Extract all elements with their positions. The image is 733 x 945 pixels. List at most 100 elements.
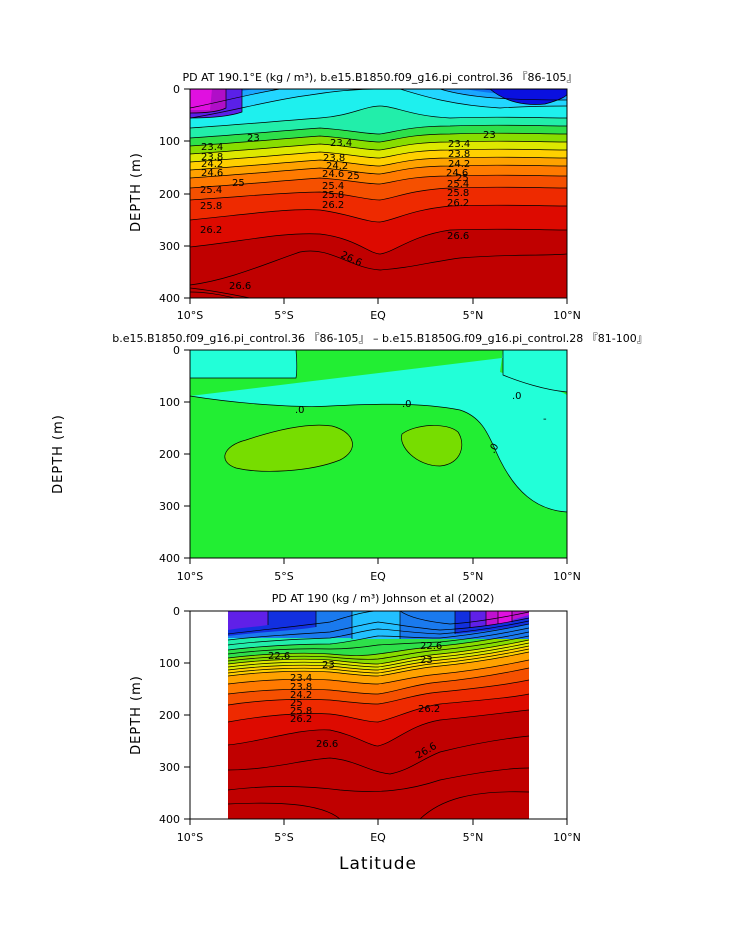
contour-label: 25.8: [290, 706, 312, 717]
contour-label: 23: [483, 130, 496, 141]
contour-label: 24.2: [448, 159, 470, 170]
ytick-label: 400: [159, 552, 180, 565]
ytick-label: 300: [159, 240, 180, 253]
contour-label: 25: [456, 173, 469, 184]
panel-2-xtick-labels: 10°S 5°S EQ 5°N 10°N: [177, 570, 581, 583]
contour-label: 24.2: [201, 159, 223, 170]
xtick-label: 5°N: [463, 570, 484, 583]
contour-label: .0: [487, 442, 501, 456]
ytick-label: 100: [159, 135, 180, 148]
xtick-label: 5°N: [463, 831, 484, 844]
contour-label: 26.2: [418, 704, 440, 715]
contour-label: 25: [347, 171, 360, 182]
contour-label: 26.2: [447, 198, 469, 209]
contour-label: 25.4: [322, 181, 344, 192]
ytick-label: 0: [173, 83, 180, 96]
ytick-label: 0: [173, 605, 180, 618]
contour-label: 26.2: [290, 714, 312, 725]
xtick-label: 10°N: [553, 831, 581, 844]
xtick-label: 5°N: [463, 309, 484, 322]
panel-2-title: b.e15.B1850.f09_g16.pi_control.36 『86-10…: [112, 332, 648, 345]
panel-3-ylabel: DEPTH (m): [129, 675, 144, 755]
contour-label: 24.6: [201, 168, 223, 179]
contour-label: 23.4: [201, 142, 223, 153]
panel-2-ylabel: DEPTH (m): [51, 414, 66, 494]
contour-label: 25.8: [447, 188, 469, 199]
contour-label: 25.8: [200, 201, 222, 212]
xtick-label: EQ: [370, 309, 386, 322]
contour-label: 26.6: [229, 281, 251, 292]
contour-label: 25.4: [200, 185, 222, 196]
xtick-label: 10°S: [177, 570, 203, 583]
xtick-label: EQ: [370, 831, 386, 844]
contour-label: 26.2: [322, 200, 344, 211]
contour-label: 26.2: [200, 225, 222, 236]
contour-label: 23: [247, 133, 260, 144]
panel-1-fill: [190, 89, 567, 298]
xtick-label: 5°S: [274, 831, 293, 844]
contour-label: -: [543, 414, 547, 425]
panel-2-ytick-labels: 0 100 200 300 400: [159, 344, 180, 565]
contour-label: 25: [290, 698, 303, 709]
panel-2-contours: [190, 350, 567, 513]
contour-label: 23.4: [448, 139, 470, 150]
contour-label: 26.6: [447, 231, 469, 242]
contour-label: 25.4: [447, 179, 469, 190]
contour-label: 24.6: [446, 168, 468, 179]
ytick-label: 200: [159, 188, 180, 201]
contour-label: 23.4: [290, 673, 312, 684]
xtick-label: EQ: [370, 570, 386, 583]
contour-label: 23.8: [448, 149, 470, 160]
panel-1-ticks: [184, 88, 568, 304]
panel-1-xtick-labels: 10°S 5°S EQ 5°N 10°N: [177, 309, 581, 322]
panel-3-title: PD AT 190 (kg / m³) Johnson et al (2002): [272, 592, 495, 605]
panel-2-contour-labels: .0 .0 .0 .0 -: [295, 391, 547, 456]
panel-3: PD AT 190 (kg / m³) Johnson et al (2002)…: [129, 592, 581, 874]
contour-label: 24.2: [290, 690, 312, 701]
contour-label: 23: [420, 655, 433, 666]
panel-1: PD AT 190.1°E (kg / m³), b.e15.B1850.f09…: [129, 71, 581, 322]
panel-3-ytick-labels: 0 100 200 300 400: [159, 605, 180, 826]
contour-label: 23.4: [330, 138, 352, 149]
xtick-label: 10°S: [177, 309, 203, 322]
ytick-label: 300: [159, 761, 180, 774]
xtick-label: 5°S: [274, 309, 293, 322]
ytick-label: 100: [159, 396, 180, 409]
ytick-label: 200: [159, 448, 180, 461]
xtick-label: 10°S: [177, 831, 203, 844]
contour-label: .0: [295, 405, 305, 416]
contour-label: 25: [232, 178, 245, 189]
panel-1-ylabel: DEPTH (m): [129, 152, 144, 232]
panel-1-contour-labels: 23 23 23.4 23.4 23.4 23.8 23.8 23.8 24.2…: [200, 130, 496, 292]
contour-label: 23: [322, 660, 335, 671]
panel-1-contours: [190, 89, 567, 298]
contour-label: .0: [512, 391, 522, 402]
xtick-label: 10°N: [553, 309, 581, 322]
contour-label: 24.2: [326, 161, 348, 172]
panel-3-xlabel: Latitude: [339, 854, 417, 874]
ytick-label: 300: [159, 500, 180, 513]
panel-1-ytick-labels: 0 100 200 300 400: [159, 83, 180, 305]
panel-3-ticks: [184, 610, 568, 825]
xtick-label: 10°N: [553, 570, 581, 583]
ytick-label: 400: [159, 813, 180, 826]
panel-2-fill: [190, 350, 567, 558]
ytick-label: 100: [159, 657, 180, 670]
contour-label: 26.6: [316, 739, 338, 750]
contour-label: 22.6: [268, 651, 290, 662]
contour-label: 23.8: [201, 152, 223, 163]
ytick-label: 200: [159, 709, 180, 722]
panel-2: b.e15.B1850.f09_g16.pi_control.36 『86-10…: [51, 332, 648, 583]
contour-label: .0: [402, 399, 412, 410]
panel-2-ticks: [184, 349, 568, 564]
panel-3-xtick-labels: 10°S 5°S EQ 5°N 10°N: [177, 831, 581, 844]
xtick-label: 5°S: [274, 570, 293, 583]
panel-3-contours: [228, 611, 529, 819]
panel-1-title: PD AT 190.1°E (kg / m³), b.e15.B1850.f09…: [183, 71, 578, 84]
contour-label: 22.6: [420, 641, 442, 652]
ytick-label: 0: [173, 344, 180, 357]
contour-label: 23.8: [290, 682, 312, 693]
ytick-label: 400: [159, 292, 180, 305]
contour-label: 24.6: [322, 169, 344, 180]
